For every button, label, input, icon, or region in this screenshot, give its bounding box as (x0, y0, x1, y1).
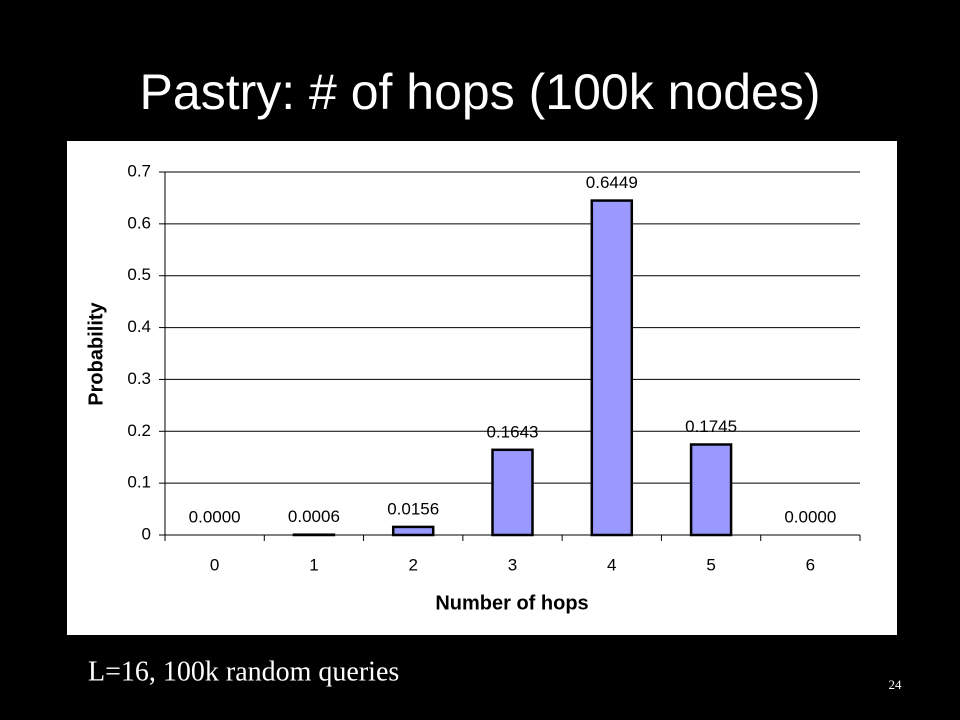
x-tick-label: 5 (706, 555, 715, 574)
y-axis-title: Probability (85, 301, 107, 405)
x-axis-title: Number of hops (435, 592, 588, 614)
bar (391, 525, 435, 537)
y-tick-label: 0.5 (127, 265, 151, 284)
value-label: 0.1745 (685, 417, 737, 436)
y-tick-label: 0.2 (127, 421, 151, 440)
value-label: 0.0006 (288, 507, 340, 526)
x-tick-label: 3 (508, 555, 517, 574)
value-label: 0.1643 (487, 422, 539, 441)
y-tick-label: 0.1 (127, 473, 151, 492)
y-tick-label: 0.6 (127, 213, 151, 232)
y-tick-label: 0.4 (127, 317, 151, 336)
page-number: 24 (889, 677, 903, 692)
x-tick-label: 6 (806, 555, 815, 574)
x-tick-label: 2 (408, 555, 417, 574)
y-tick-label: 0 (142, 524, 151, 543)
bar (689, 443, 733, 537)
value-label: 0.0000 (189, 507, 241, 526)
bar (491, 448, 534, 537)
value-label: 0.0000 (784, 507, 836, 526)
value-label: 0.6449 (586, 173, 638, 192)
value-label: 0.0156 (387, 499, 439, 518)
x-tick-label: 0 (210, 555, 219, 574)
y-tick-label: 0.7 (127, 161, 151, 180)
y-tick-label: 0.3 (127, 369, 151, 388)
chart-area (67, 141, 897, 635)
x-tick-label: 4 (607, 555, 616, 574)
slide-title: Pastry: # of hops (100k nodes) (140, 64, 821, 120)
caption: L=16, 100k random queries (88, 656, 399, 687)
x-tick-label: 1 (309, 555, 318, 574)
bar (590, 199, 634, 537)
